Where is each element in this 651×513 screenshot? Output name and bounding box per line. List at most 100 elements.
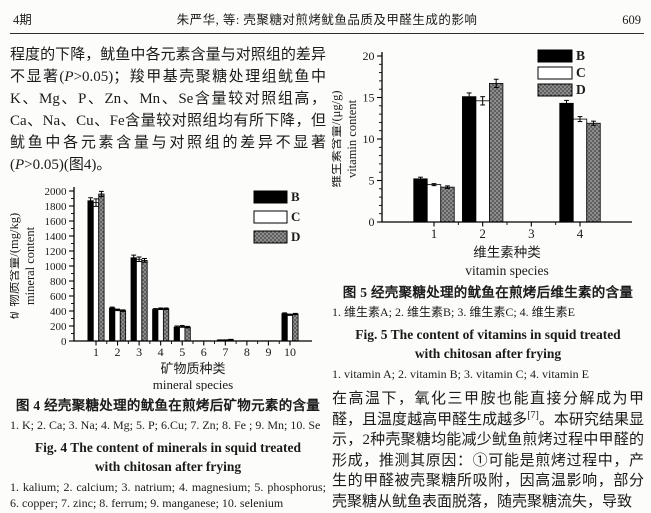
- labels-group: 0 5 10 15 20 1 2 3 4 维生素种类 vitamin species 维生素含量/(μ…: [332, 49, 584, 278]
- svg-text:2: 2: [115, 345, 121, 359]
- legend-label-d: D: [576, 82, 586, 97]
- bar-c-cat4: [157, 308, 164, 342]
- left-paragraph: 程度的下降，鱿鱼中各元素含量与对照组的差异不显著(P>0.05)；羧甲基壳聚糖处…: [10, 44, 326, 176]
- fig4-caption-title-cn: 图 4 经壳聚糖处理的鱿鱼在煎烤后矿物元素的含量: [15, 398, 321, 413]
- legend-label-b: B: [576, 48, 585, 63]
- paragraph-segment: >0.05)(图4)。: [24, 157, 112, 173]
- svg-text:200: 200: [50, 321, 67, 333]
- svg-text:1000: 1000: [45, 261, 68, 273]
- bar-c-cat1: [426, 184, 442, 223]
- svg-text:400: 400: [50, 306, 67, 318]
- svg-text:1: 1: [93, 345, 99, 359]
- legend-swatch-c: [253, 210, 288, 224]
- bar-b-cat2: [109, 307, 116, 342]
- bars-group: [413, 82, 601, 223]
- bar-c-cat1: [92, 202, 100, 342]
- svg-text:6: 6: [201, 345, 207, 359]
- fig4-caption-items-en: 1. kalium; 2. calcium; 3. natrium; 4. ma…: [10, 479, 326, 511]
- svg-text:800: 800: [50, 276, 67, 288]
- svg-text:0: 0: [369, 215, 375, 229]
- bar-d-cat1: [440, 186, 455, 223]
- bar-d-cat2: [119, 310, 127, 342]
- right-paragraph: 在高温下，氧化三甲胺也能直接分解成为甲醛，且温度越高甲醛生成越多[7]。本研究结…: [332, 389, 644, 512]
- legend-swatch-b: [253, 190, 288, 204]
- svg-text:0: 0: [61, 336, 67, 348]
- fig5-caption-items-cn: 1. 维生素A; 2. 维生素B; 3. 维生素C; 4. 维生素E: [332, 305, 576, 319]
- axes-group: [69, 187, 312, 346]
- svg-text:vitamin species: vitamin species: [465, 263, 549, 278]
- svg-text:2: 2: [479, 226, 486, 241]
- running-title: 朱严华, 等: 壳聚糖对煎烤鱿鱼品质及甲醛生成的影响: [176, 13, 478, 27]
- svg-text:矿物质种类: 矿物质种类: [160, 361, 225, 376]
- paragraph-segment: 在高温下，氧化三甲胺也能直接分解成为甲醛，且温度越高甲醛生成越多: [332, 391, 644, 428]
- legend-label-c: C: [291, 209, 300, 224]
- page-number: 609: [622, 13, 641, 27]
- svg-text:维生素种类: 维生素种类: [473, 245, 541, 260]
- fig5-caption-items-en: 1. vitamin A; 2. vitamin B; 3. vitamin C…: [332, 366, 589, 381]
- p-value-variable: P: [15, 157, 25, 173]
- svg-text:1800: 1800: [45, 201, 68, 213]
- bar-d-cat2: [489, 82, 504, 223]
- svg-text:1600: 1600: [45, 216, 68, 228]
- svg-text:维生素含量/(μg/g): 维生素含量/(μg/g): [332, 91, 343, 188]
- svg-text:2000: 2000: [45, 186, 68, 198]
- svg-text:8: 8: [244, 345, 250, 359]
- bar-b-cat1: [87, 200, 94, 342]
- svg-text:600: 600: [50, 291, 67, 303]
- bar-c-cat2: [114, 309, 121, 342]
- svg-text:10: 10: [363, 132, 375, 146]
- error-bars-group: [418, 78, 596, 189]
- error-bars-group: [88, 190, 298, 341]
- legend-swatch-d: [253, 230, 288, 244]
- svg-text:1: 1: [431, 226, 438, 241]
- legend-group: BCD: [537, 48, 586, 97]
- bar-c-cat2: [475, 100, 490, 223]
- svg-text:15: 15: [363, 91, 375, 105]
- svg-text:3: 3: [528, 226, 535, 241]
- svg-text:1400: 1400: [45, 231, 68, 243]
- legend-swatch-c: [537, 66, 573, 80]
- svg-text:4: 4: [577, 226, 584, 241]
- bar-d-cat1: [98, 193, 105, 342]
- bar-b-cat10: [281, 313, 288, 342]
- fig4-minerals-chart: 0 200 400 600 800 1000 1200 1400 1600 1800 2000 1 2 3…: [10, 183, 326, 391]
- citation-reference-7: [7]: [527, 409, 539, 421]
- bar-c-cat3: [136, 258, 143, 342]
- bar-d-cat10: [292, 313, 299, 342]
- legend-label-d: D: [291, 229, 300, 244]
- fig5-vitamins-chart: 0 5 10 15 20 1 2 3 4 维生素种类 vitamin species 维生素含量/(μ…: [332, 44, 644, 278]
- bar-d-cat4: [162, 308, 170, 342]
- fig4-caption-items-cn: 1. K; 2. Ca; 3. Na; 4. Mg; 5. P; 6.Cu; 7…: [10, 418, 321, 432]
- paragraph-segment: 。本研究结果显示，2种壳聚糖均能减少鱿鱼煎烤过程中甲醛的形成，推测其原因：①可能…: [332, 411, 644, 510]
- svg-text:mineral species: mineral species: [153, 377, 234, 391]
- fig5-caption-title-en: Fig. 5 The content of vitamins in squid …: [355, 326, 621, 361]
- running-head: 4期 朱严华, 等: 壳聚糖对煎烤鱿鱼品质及甲醛生成的影响 609: [10, 7, 644, 34]
- issue-number: 4期: [13, 13, 32, 27]
- paragraph-segment: >0.05)；羧甲基壳聚糖处理组鱿鱼中K、Mg、P、Zn、Mn、Se含量较对照组…: [10, 69, 326, 173]
- bar-b-cat5: [173, 326, 180, 342]
- bar-b-cat2: [462, 96, 477, 223]
- p-value-variable: P: [64, 69, 74, 85]
- bar-d-cat3: [141, 259, 148, 342]
- right-column: 0 5 10 15 20 1 2 3 4 维生素种类 vitamin species 维生素含量/(μ…: [332, 42, 644, 512]
- fig5-caption: 图 5 经壳聚糖处理的鱿鱼在煎烤后维生素的含量 1. 维生素A; 2. 维生素B…: [332, 281, 644, 382]
- bar-c-cat4: [572, 118, 588, 223]
- bar-c-cat5: [179, 325, 186, 342]
- svg-text:5: 5: [369, 174, 375, 188]
- legend-swatch-b: [537, 49, 573, 63]
- svg-text:20: 20: [363, 49, 375, 63]
- svg-text:9: 9: [265, 345, 271, 359]
- legend-label-b: B: [291, 189, 300, 204]
- bar-d-cat5: [184, 326, 191, 342]
- svg-text:mineral content: mineral content: [23, 226, 37, 305]
- svg-text:4: 4: [158, 345, 164, 359]
- legend-label-c: C: [576, 65, 586, 80]
- bar-b-cat1: [413, 178, 428, 223]
- paragraph-segment: 程度的下降，鱿鱼中各元素含量与对照组的差异不显著(: [10, 47, 326, 85]
- left-column: 程度的下降，鱿鱼中各元素含量与对照组的差异不显著(P>0.05)；羧甲基壳聚糖处…: [10, 42, 326, 512]
- bar-b-cat4: [559, 102, 574, 223]
- labels-group: 0 200 400 600 800 1000 1200 1400 1600 1800 2000 1 2 3…: [10, 186, 296, 391]
- bar-c-cat10: [286, 314, 294, 342]
- axes-group: [377, 52, 632, 227]
- fig5-caption-title-cn: 图 5 经壳聚糖处理的鱿鱼在煎烤后维生素的含量: [342, 285, 634, 300]
